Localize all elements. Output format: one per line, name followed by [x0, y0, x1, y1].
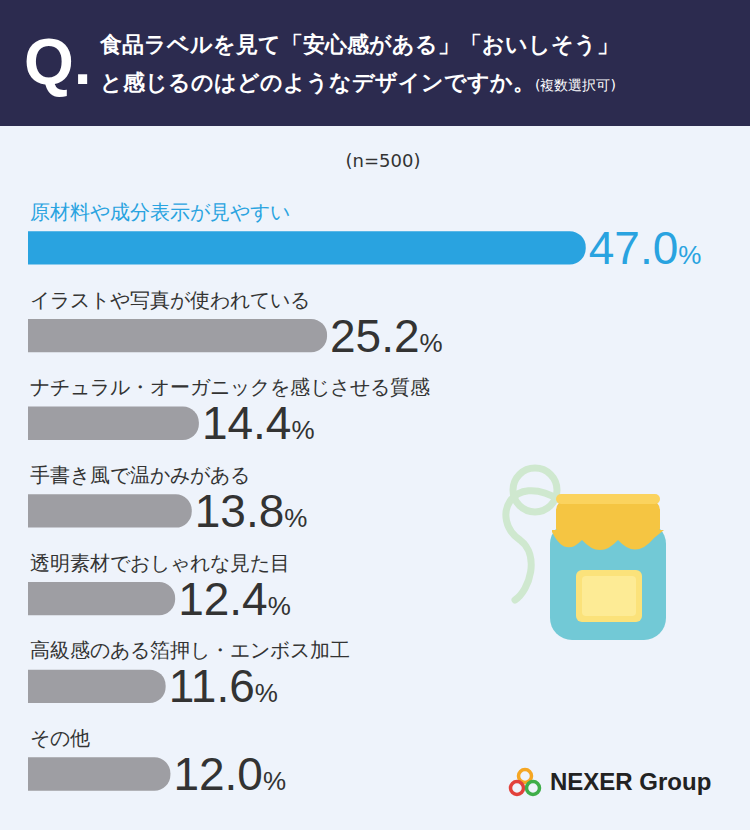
svg-text:手書き風で温かみがある: 手書き風で温かみがある	[30, 463, 250, 487]
svg-text:47.0%: 47.0%	[589, 222, 702, 274]
html-text:食品ラベルを見て「安心感がある」「おいしそう」と感じるのはど: 食品ラベルを見て「安心感がある」「おいしそう」と感じるのはどのようなデザインです…	[100, 32, 619, 95]
svg-text:12.4%: 12.4%	[178, 573, 291, 625]
svg-text:11.6%: 11.6%	[169, 660, 278, 712]
svg-text:14.4%: 14.4%	[202, 397, 315, 449]
svg-text:高級感のある箔押し・エンボス加工: 高級感のある箔押し・エンボス加工	[30, 638, 350, 662]
html-text:Q.: Q.	[24, 26, 92, 98]
html-text:NEXER Group: NEXER Group	[550, 768, 712, 795]
svg-text:その他: その他	[30, 726, 90, 750]
svg-text:12.0%: 12.0%	[173, 748, 286, 800]
svg-text:透明素材でおしゃれな見た目: 透明素材でおしゃれな見た目	[30, 551, 290, 575]
svg-text:イラストや写真が使われている: イラストや写真が使われている	[30, 288, 310, 312]
svg-text:25.2%: 25.2%	[330, 310, 443, 362]
html-text:(n=500): (n=500)	[345, 150, 421, 171]
svg-text:ナチュラル・オーガニックを感じさせる質感: ナチュラル・オーガニックを感じさせる質感	[30, 375, 430, 399]
svg-text:原材料や成分表示が見やすい: 原材料や成分表示が見やすい	[30, 200, 290, 224]
svg-text:13.8%: 13.8%	[195, 485, 308, 537]
